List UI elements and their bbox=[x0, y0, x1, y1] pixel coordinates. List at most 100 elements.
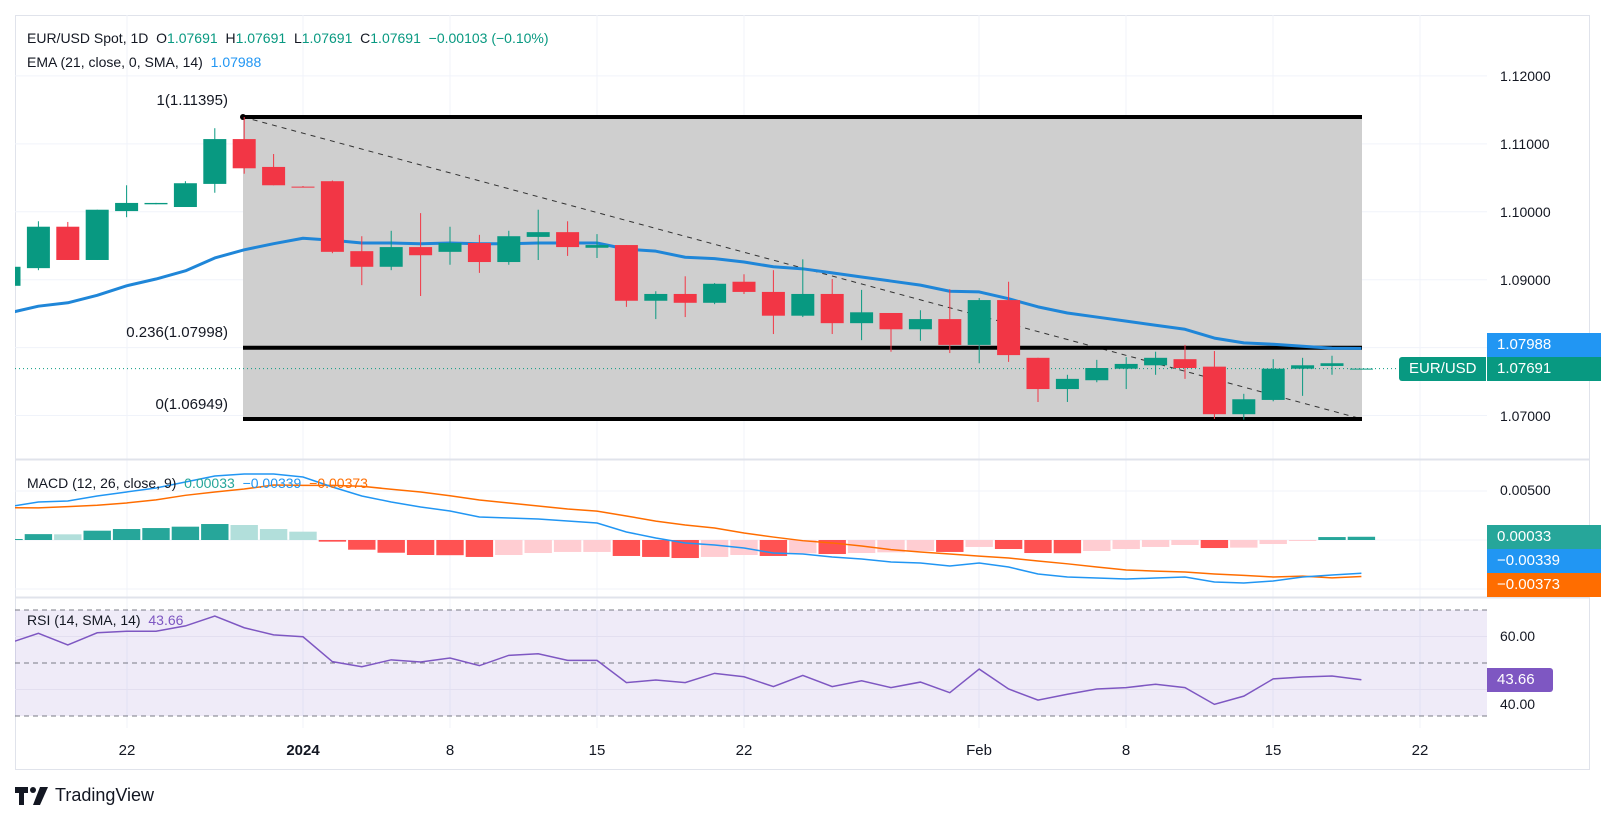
macd-histogram-bar bbox=[465, 540, 494, 557]
candle[interactable] bbox=[997, 281, 1021, 362]
candle[interactable] bbox=[1144, 351, 1168, 375]
candle[interactable] bbox=[1291, 357, 1315, 396]
candle[interactable] bbox=[144, 202, 168, 205]
candle[interactable] bbox=[703, 283, 727, 305]
candle[interactable] bbox=[232, 117, 256, 174]
macd-hist-legend-value: 0.00033 bbox=[184, 475, 235, 491]
candle[interactable] bbox=[350, 236, 374, 286]
candle-body bbox=[791, 293, 815, 316]
macd-histogram-bar bbox=[1318, 537, 1346, 540]
candle[interactable] bbox=[526, 209, 550, 260]
candle[interactable] bbox=[967, 298, 991, 364]
macd-histogram-bar bbox=[112, 529, 141, 540]
candle[interactable] bbox=[203, 128, 227, 193]
candle-body bbox=[115, 202, 139, 212]
candle[interactable] bbox=[1173, 344, 1197, 379]
rsi-legend[interactable]: RSI (14, SMA, 14) 43.66 bbox=[27, 611, 183, 629]
macd-histogram-bar bbox=[259, 529, 288, 540]
candle[interactable] bbox=[56, 221, 80, 260]
rsi-line[interactable] bbox=[9, 615, 1362, 706]
candle[interactable] bbox=[614, 245, 638, 307]
macd-signal-line[interactable] bbox=[9, 484, 1362, 579]
candle-body bbox=[820, 293, 844, 324]
tradingview-logo[interactable]: TradingView bbox=[15, 785, 154, 806]
candle[interactable] bbox=[262, 154, 286, 186]
macd-histogram-bar bbox=[524, 540, 552, 554]
macd-histogram-bar bbox=[700, 540, 729, 557]
candle[interactable] bbox=[908, 310, 932, 341]
candle[interactable] bbox=[1055, 374, 1079, 402]
macd-histogram-bar bbox=[348, 540, 376, 550]
candle[interactable] bbox=[791, 259, 815, 318]
macd-histogram-bar bbox=[1347, 536, 1376, 540]
candle-body bbox=[997, 300, 1021, 356]
candle[interactable] bbox=[850, 289, 874, 341]
candle[interactable] bbox=[556, 221, 580, 256]
candle[interactable] bbox=[1261, 359, 1285, 402]
macd-histogram-bar bbox=[318, 540, 347, 542]
candle-body bbox=[262, 166, 286, 186]
macd-hist-tag: 0.00033 bbox=[1487, 525, 1601, 549]
price-pane[interactable] bbox=[0, 114, 1487, 422]
candle[interactable] bbox=[1085, 359, 1109, 383]
rsi-pane[interactable] bbox=[9, 609, 1487, 717]
macd-pane[interactable] bbox=[0, 473, 1376, 584]
candle-body bbox=[1055, 378, 1079, 390]
candle[interactable] bbox=[438, 226, 462, 265]
candle-body bbox=[644, 293, 668, 301]
candle-body bbox=[85, 209, 109, 260]
candle[interactable] bbox=[938, 289, 962, 354]
candle[interactable] bbox=[879, 312, 903, 352]
macd-histogram-bar bbox=[553, 540, 582, 552]
candle[interactable] bbox=[291, 185, 315, 188]
candle[interactable] bbox=[409, 213, 433, 296]
candle[interactable] bbox=[1202, 351, 1226, 419]
candle[interactable] bbox=[379, 230, 403, 271]
candle-body bbox=[585, 245, 609, 248]
price-axis-tick: 1.09000 bbox=[1500, 271, 1551, 288]
candle[interactable] bbox=[173, 181, 197, 208]
macd-signal-tag: −0.00373 bbox=[1487, 573, 1601, 597]
candle[interactable] bbox=[0, 266, 21, 286]
candle[interactable] bbox=[761, 270, 785, 335]
candle[interactable] bbox=[820, 279, 844, 335]
candle-body bbox=[1085, 368, 1109, 381]
candle[interactable] bbox=[1232, 393, 1256, 420]
candle[interactable] bbox=[85, 209, 109, 260]
price-axis-tick: 1.12000 bbox=[1500, 67, 1551, 84]
candle[interactable] bbox=[644, 291, 668, 320]
change-value: −0.00103 (−0.10%) bbox=[428, 30, 549, 46]
candle[interactable] bbox=[732, 274, 756, 294]
macd-histogram-bar bbox=[1259, 540, 1287, 545]
time-axis-label: 8 bbox=[1121, 742, 1131, 759]
macd-legend[interactable]: MACD (12, 26, close, 9) 0.00033 −0.00339… bbox=[27, 474, 368, 492]
candle-body bbox=[703, 283, 727, 303]
candle[interactable] bbox=[1114, 357, 1138, 390]
candle-body bbox=[556, 232, 580, 248]
fib-anchor-handle[interactable] bbox=[240, 114, 246, 120]
candle-body bbox=[1173, 359, 1197, 369]
candle[interactable] bbox=[115, 185, 139, 218]
open-label: O bbox=[156, 30, 168, 46]
fib-trend-line[interactable] bbox=[242, 116, 1363, 420]
candle[interactable] bbox=[26, 221, 50, 271]
ema-line[interactable] bbox=[9, 236, 1362, 350]
candle[interactable] bbox=[673, 276, 697, 318]
ema-legend[interactable]: EMA (21, close, 0, SMA, 14) 1.07988 bbox=[27, 53, 261, 71]
candle[interactable] bbox=[1026, 357, 1050, 402]
candle[interactable] bbox=[497, 230, 521, 265]
candle[interactable] bbox=[1320, 355, 1344, 375]
symbol-legend[interactable]: EUR/USD Spot, 1D O1.07691 H1.07691 L1.07… bbox=[27, 29, 549, 47]
candle-body bbox=[732, 281, 756, 292]
price-axis-tick: 1.07000 bbox=[1500, 407, 1551, 424]
macd-histogram-bar bbox=[15, 539, 23, 541]
rsi-legend-value: 43.66 bbox=[148, 612, 184, 628]
macd-line[interactable] bbox=[9, 473, 1362, 584]
candle[interactable] bbox=[467, 234, 491, 273]
candle[interactable] bbox=[1349, 368, 1373, 370]
candle[interactable] bbox=[320, 180, 344, 254]
candle-body bbox=[879, 312, 903, 330]
candle[interactable] bbox=[585, 234, 609, 258]
ema-label: EMA (21, close, 0, SMA, 14) bbox=[27, 54, 203, 70]
